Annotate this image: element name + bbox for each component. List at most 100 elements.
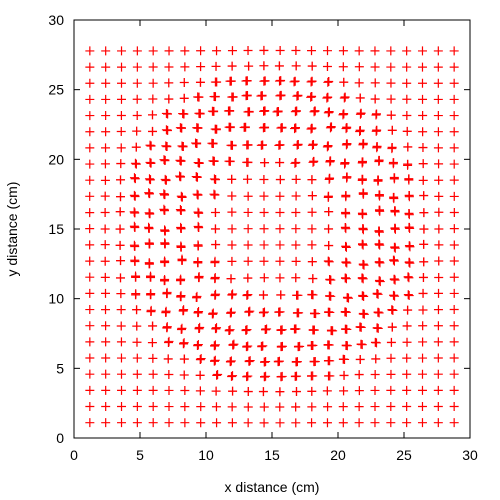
data-point-marker xyxy=(275,158,285,168)
data-point-marker xyxy=(85,78,95,88)
data-point-marker xyxy=(275,45,285,55)
data-point-marker xyxy=(307,418,317,428)
data-point-marker xyxy=(227,191,237,201)
data-point-marker xyxy=(433,402,443,412)
data-point-marker xyxy=(449,143,459,153)
data-markers xyxy=(85,45,459,428)
data-point-marker xyxy=(101,353,111,363)
data-point-marker xyxy=(404,257,414,267)
data-point-marker xyxy=(194,208,204,218)
data-point-marker xyxy=(291,256,301,266)
data-point-marker xyxy=(449,305,459,315)
data-point-marker xyxy=(344,293,354,303)
data-point-marker xyxy=(210,355,220,365)
data-point-marker xyxy=(402,78,412,88)
data-point-marker xyxy=(307,92,317,102)
data-point-marker xyxy=(148,94,158,104)
data-point-marker xyxy=(161,108,171,118)
data-point-marker xyxy=(339,109,349,119)
data-point-marker xyxy=(342,173,352,183)
data-point-marker xyxy=(449,62,459,72)
data-point-marker xyxy=(131,142,141,152)
data-point-marker xyxy=(418,272,428,282)
data-point-marker xyxy=(196,418,206,428)
data-point-marker xyxy=(326,275,336,285)
data-point-marker xyxy=(195,77,205,87)
data-point-marker xyxy=(390,207,400,217)
data-point-marker xyxy=(418,127,428,137)
data-point-marker xyxy=(180,62,190,72)
data-point-marker xyxy=(210,340,220,350)
data-point-marker xyxy=(160,225,170,235)
data-point-marker xyxy=(210,208,220,218)
data-point-marker xyxy=(243,107,253,117)
data-point-marker xyxy=(195,386,205,396)
data-point-marker xyxy=(322,93,332,103)
data-point-marker xyxy=(132,46,142,56)
data-point-marker xyxy=(374,308,384,318)
data-point-marker xyxy=(132,126,142,136)
data-point-marker xyxy=(402,46,412,56)
data-point-marker xyxy=(164,62,174,72)
data-point-marker xyxy=(340,92,350,102)
data-point-marker xyxy=(341,140,351,150)
data-point-marker xyxy=(242,157,252,167)
data-point-marker xyxy=(338,402,348,412)
data-point-marker xyxy=(402,94,412,104)
data-point-marker xyxy=(342,293,352,303)
data-point-marker xyxy=(418,94,428,104)
data-point-marker xyxy=(177,192,187,202)
data-point-marker xyxy=(355,109,365,119)
data-point-marker xyxy=(244,307,254,317)
data-point-marker xyxy=(159,205,169,215)
data-point-marker xyxy=(389,255,399,265)
data-point-marker xyxy=(85,143,95,153)
data-point-marker xyxy=(449,353,459,363)
x-axis-label: x distance (cm) xyxy=(225,479,320,495)
data-point-marker xyxy=(324,241,334,251)
data-point-marker xyxy=(374,276,384,286)
data-point-marker xyxy=(389,290,399,300)
data-point-marker xyxy=(175,204,185,214)
data-point-marker xyxy=(129,173,139,183)
data-point-marker xyxy=(227,92,237,102)
data-point-marker xyxy=(275,175,285,185)
data-point-marker xyxy=(433,78,443,88)
data-point-marker xyxy=(211,324,221,334)
data-point-marker xyxy=(417,418,427,428)
data-point-marker xyxy=(372,143,382,153)
data-point-marker xyxy=(274,140,284,150)
data-point-marker xyxy=(341,274,351,284)
data-point-marker xyxy=(176,156,186,166)
data-point-marker xyxy=(259,224,269,234)
data-point-marker xyxy=(290,76,300,86)
data-point-marker xyxy=(210,256,220,266)
data-point-marker xyxy=(224,156,234,166)
data-point-marker xyxy=(449,159,459,169)
data-point-marker xyxy=(194,158,204,168)
data-point-marker xyxy=(243,402,253,412)
data-point-marker xyxy=(244,61,254,71)
data-point-marker xyxy=(195,370,205,380)
data-point-marker xyxy=(449,402,459,412)
data-point-marker xyxy=(308,340,318,350)
data-point-marker xyxy=(228,371,238,381)
data-point-marker xyxy=(358,210,368,220)
data-point-marker xyxy=(387,144,397,154)
data-point-marker xyxy=(291,123,301,133)
data-point-marker xyxy=(194,323,204,333)
data-point-marker xyxy=(389,274,399,284)
data-point-marker xyxy=(310,106,320,116)
data-point-marker xyxy=(386,402,396,412)
data-point-marker xyxy=(388,159,398,169)
data-point-marker xyxy=(164,369,174,379)
data-point-marker xyxy=(132,78,142,88)
data-point-marker xyxy=(275,387,285,397)
data-point-marker xyxy=(291,387,301,397)
data-point-marker xyxy=(372,338,382,348)
data-point-marker xyxy=(374,239,384,249)
data-point-marker xyxy=(358,189,368,199)
data-point-marker xyxy=(261,371,271,381)
data-point-marker xyxy=(85,385,95,395)
data-point-marker xyxy=(434,240,444,250)
